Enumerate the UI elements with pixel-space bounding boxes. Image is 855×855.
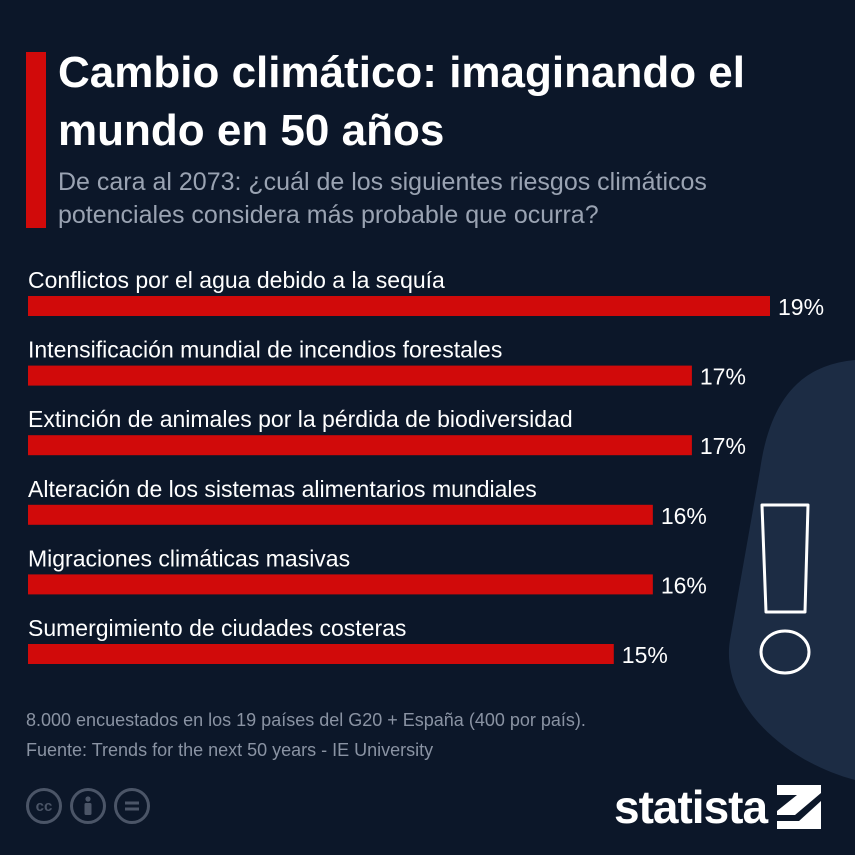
statista-logo-icon xyxy=(777,785,822,829)
background-blob xyxy=(728,360,855,780)
exclamation-stem-icon xyxy=(760,503,810,614)
bar xyxy=(28,365,692,386)
bar xyxy=(28,504,653,525)
value-label: 17% xyxy=(700,433,746,459)
bar xyxy=(28,435,692,456)
source-note: Fuente: Trends for the next 50 years - I… xyxy=(26,740,434,760)
survey-note: 8.000 encuestados en los 19 países del G… xyxy=(26,710,586,730)
category-label: Conflictos por el agua debido a la sequí… xyxy=(28,267,445,293)
equals-icon xyxy=(125,801,139,811)
bar xyxy=(28,296,770,316)
category-label: Alteración de los sistemas alimentarios … xyxy=(28,476,537,502)
value-label: 19% xyxy=(778,294,824,320)
statista-logo[interactable]: statista xyxy=(614,780,822,834)
category-label: Intensificación mundial de incendios for… xyxy=(28,337,502,363)
category-label: Extinción de animales por la pérdida de … xyxy=(28,406,573,432)
value-label: 17% xyxy=(700,364,746,390)
license-icons: cc xyxy=(26,788,150,824)
category-label: Migraciones climáticas masivas xyxy=(28,545,350,571)
cc-icon[interactable]: cc xyxy=(26,788,62,824)
value-label: 16% xyxy=(661,572,707,598)
page-title: Cambio climático: imaginando el mundo en… xyxy=(58,48,746,155)
value-label: 16% xyxy=(661,503,707,529)
title-accent-bar xyxy=(26,52,46,228)
page-subtitle: De cara al 2073: ¿cuál de los siguientes… xyxy=(58,168,707,229)
person-icon xyxy=(84,796,92,815)
nd-icon[interactable] xyxy=(114,788,150,824)
category-label: Sumergimiento de ciudades costeras xyxy=(28,615,406,641)
value-label: 15% xyxy=(622,642,668,668)
by-icon[interactable] xyxy=(70,788,106,824)
bar-chart: Conflictos por el agua debido a la sequí… xyxy=(28,267,824,668)
bar xyxy=(28,574,653,595)
logo-text: statista xyxy=(614,781,768,833)
bar xyxy=(28,644,614,664)
exclamation-dot-icon xyxy=(759,629,811,675)
